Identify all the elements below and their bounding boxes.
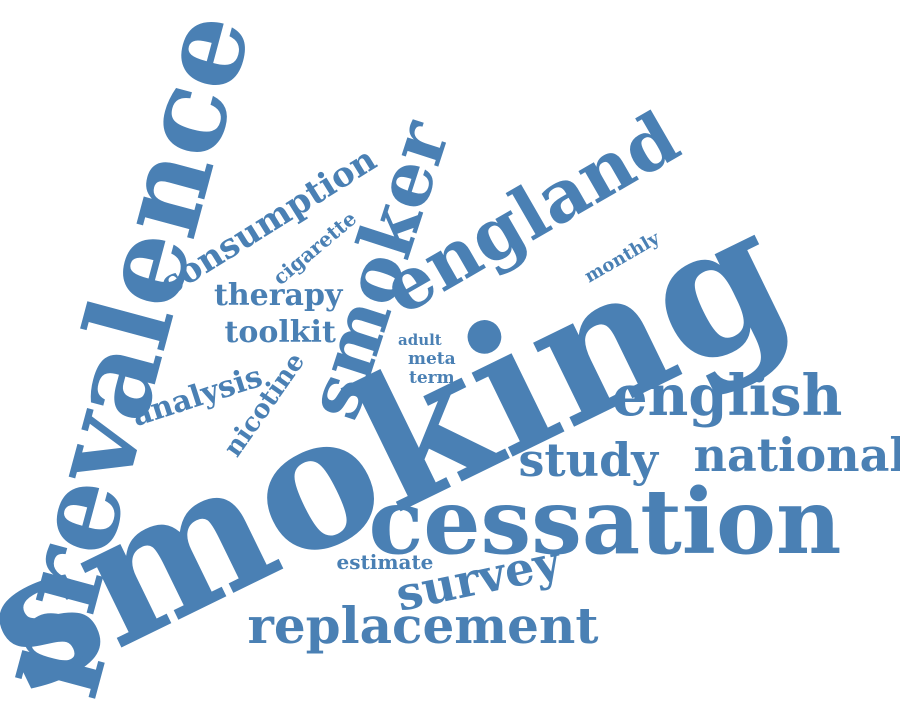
word-english: english bbox=[612, 363, 843, 429]
word-toolkit: toolkit bbox=[224, 315, 336, 350]
word-replacement: replacement bbox=[247, 596, 599, 655]
word-study: study bbox=[518, 433, 658, 487]
word-estimate: estimate bbox=[336, 550, 434, 574]
word-cessation: cessation bbox=[368, 469, 842, 575]
word-therapy: therapy bbox=[214, 278, 343, 313]
word-term: term bbox=[409, 367, 455, 388]
word-national: national bbox=[693, 428, 900, 482]
word-meta: meta bbox=[408, 348, 456, 369]
word-adult: adult bbox=[398, 330, 442, 349]
